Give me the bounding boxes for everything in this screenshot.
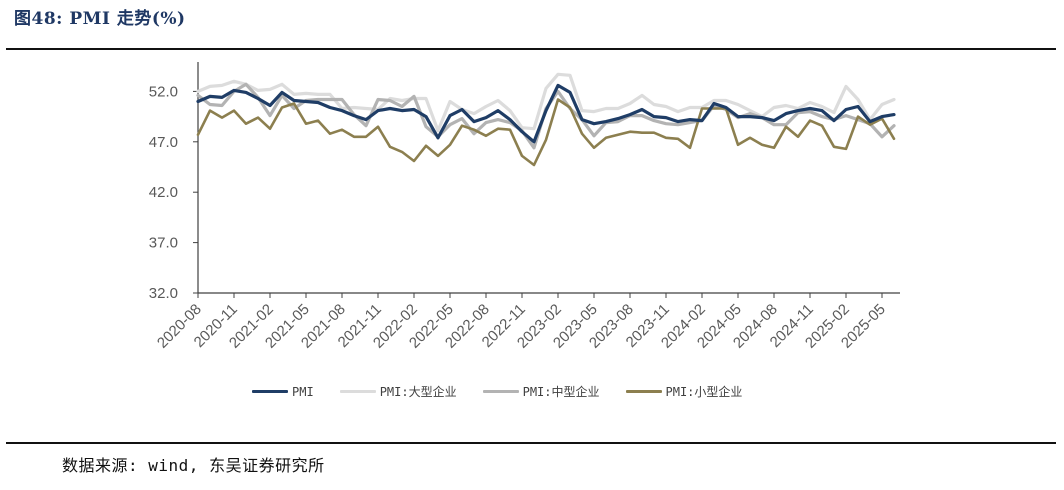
y-tick-label: 37.0: [149, 235, 178, 252]
legend-item: PMI:中型企业: [482, 383, 600, 400]
legend-label: PMI:中型企业: [522, 385, 600, 399]
y-tick-label: 52.0: [149, 83, 178, 100]
x-axis: 2020-082020-112021-022021-052021-082021-…: [154, 292, 900, 352]
legend-item: PMI: [252, 385, 314, 399]
series-line-large: [196, 72, 896, 133]
y-tick-label: 32.0: [149, 285, 178, 302]
legend-item: PMI:小型企业: [625, 383, 743, 400]
legend-swatch: [339, 390, 376, 393]
series-line-small: [196, 98, 896, 167]
legend-swatch: [252, 390, 288, 393]
legend-item: PMI:大型企业: [339, 383, 457, 400]
series-line-pmi: [196, 83, 896, 144]
legend-swatch: [482, 390, 519, 393]
plot-lines: [196, 72, 896, 167]
top-rule: [6, 48, 1056, 50]
data-source-note: 数据来源: wind, 东吴证券研究所: [62, 456, 325, 475]
legend-label: PMI: [292, 384, 314, 399]
legend-label: PMI:大型企业: [379, 385, 457, 399]
figure-title: 图48: PMI 走势(%): [14, 9, 186, 29]
chart-legend: PMI PMI:大型企业 PMI:中型企业 PMI:小型企业: [252, 383, 768, 400]
legend-swatch: [625, 390, 662, 393]
y-tick-label: 47.0: [149, 134, 178, 151]
legend-label: PMI:小型企业: [665, 385, 743, 399]
y-tick-label: 42.0: [149, 184, 178, 201]
y-axis: 52.0 47.0 42.0 37.0 32.0: [149, 62, 199, 302]
bottom-rule: [6, 442, 1056, 444]
